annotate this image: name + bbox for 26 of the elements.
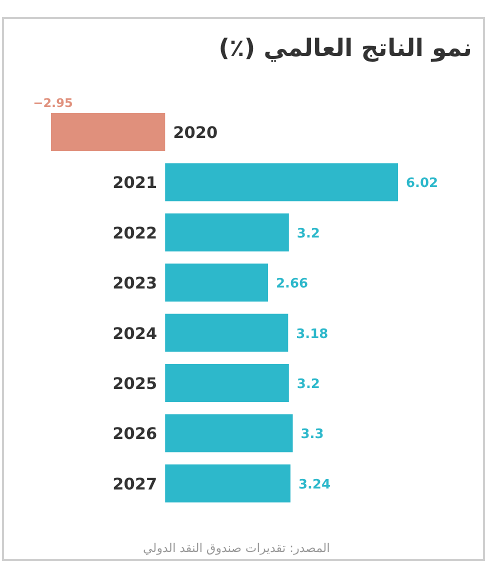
data-label: 3.3: [300, 427, 324, 442]
bar: [165, 314, 288, 352]
data-label: 3.18: [296, 326, 328, 342]
bar: [51, 113, 166, 151]
data-label: 3.2: [296, 377, 320, 392]
bar: [165, 264, 268, 302]
text: المصدر: تقديرات صندوق النقد الدولي: [143, 541, 330, 555]
data-label: 3.2: [296, 226, 320, 242]
bar: [165, 414, 293, 452]
bar: [165, 464, 290, 502]
chart-title: نمو الناتج العالمي (٪): [218, 34, 472, 62]
bar: [165, 163, 398, 202]
data-label: −2.95: [33, 96, 73, 110]
bar: [165, 364, 289, 402]
data-label: 2.66: [276, 276, 308, 292]
y-tick-label: 2026: [112, 424, 158, 444]
y-tick-label: 2027: [112, 474, 158, 494]
bar: [165, 213, 289, 252]
y-tick-label: 2020: [173, 123, 218, 142]
y-tick-label: 2023: [112, 274, 158, 293]
data-label: 6.02: [406, 176, 438, 192]
y-tick-label: 2022: [112, 223, 158, 242]
data-label: 3.24: [298, 477, 331, 492]
y-tick-label: 2021: [112, 173, 158, 192]
y-tick-label: 2025: [112, 374, 158, 393]
y-tick-label: 2024: [112, 324, 158, 343]
